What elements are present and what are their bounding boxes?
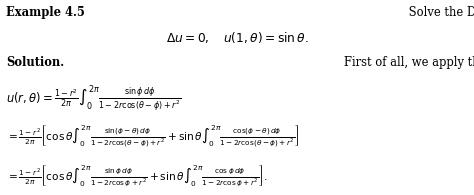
Text: Example 4.5: Example 4.5 xyxy=(6,6,85,19)
Text: Solution.: Solution. xyxy=(6,56,64,69)
Text: First of all, we apply the Poisson integral formula: First of all, we apply the Poisson integ… xyxy=(333,56,474,69)
Text: $\Delta u = 0, \quad u(1,\theta) = \sin\theta.$: $\Delta u = 0, \quad u(1,\theta) = \sin\… xyxy=(166,30,308,45)
Text: $u(r,\theta) = \frac{1-r^2}{2\pi} \int_0^{2\pi} \frac{\sin\phi\,d\phi}{1-2r\cos(: $u(r,\theta) = \frac{1-r^2}{2\pi} \int_0… xyxy=(6,83,181,113)
Text: Solve the Dirichlet boundary value problem in the unit disk:: Solve the Dirichlet boundary value probl… xyxy=(405,6,474,19)
Text: $= \frac{1-r^2}{2\pi}\left[\cos\theta\int_0^{2\pi}\frac{\sin(\phi-\theta)\,d\phi: $= \frac{1-r^2}{2\pi}\left[\cos\theta\in… xyxy=(6,124,300,150)
Text: $= \frac{1-r^2}{2\pi}\left[\cos\theta\int_0^{2\pi}\frac{\sin\phi\,d\phi}{1-2r\co: $= \frac{1-r^2}{2\pi}\left[\cos\theta\in… xyxy=(6,164,268,189)
